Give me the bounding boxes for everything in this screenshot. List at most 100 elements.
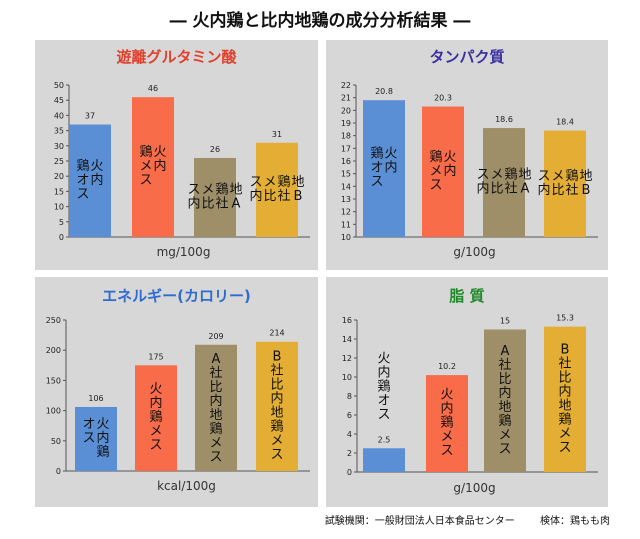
bar-2 [132, 97, 174, 237]
category-label-char: ス [537, 169, 550, 184]
category-label-char: 社 [504, 181, 517, 197]
bar-1 [363, 448, 405, 472]
y-tick-label: 13 [341, 195, 351, 204]
x-axis-label: g/100g [453, 245, 495, 259]
y-tick-label: 16 [342, 316, 352, 325]
chart-title: 脂 質 [449, 287, 485, 305]
category-label-char: 比 [263, 189, 276, 204]
category-label-char: 比 [490, 182, 503, 197]
category-label-char: A [212, 352, 221, 367]
category-label-char: 鶏 [139, 145, 152, 160]
category-label-char: 内 [498, 385, 511, 401]
bar-1 [363, 100, 405, 237]
bar-1 [69, 124, 111, 237]
category-label-char: A [232, 196, 241, 211]
category-label-char: ス [476, 168, 489, 183]
category-label-char: 内 [476, 181, 489, 197]
category-label-char: 社 [558, 355, 571, 371]
data-label: 18.6 [495, 115, 513, 124]
category-label-char: 鶏 [504, 168, 517, 183]
category-label-char: ス [76, 187, 89, 202]
category-label-char: B [582, 183, 591, 198]
category-label-char: ス [187, 182, 200, 197]
bar-3 [194, 157, 236, 237]
bar-3 [195, 344, 237, 471]
category-label-char: 鶏 [270, 419, 283, 434]
category-label-char: ス [149, 438, 162, 453]
y-tick-label: 200 [46, 346, 61, 355]
category-label-char: 内 [384, 160, 397, 176]
chart-svg: 050100150200250106火内鶏オス175火内鶏メス209A社比内地鶏… [46, 316, 310, 493]
data-label: 209 [208, 332, 223, 341]
data-label: 26 [210, 145, 220, 154]
category-label-char: 鶏 [149, 410, 162, 425]
category-label-char: 鶏 [429, 150, 442, 165]
y-tick-label: 40 [54, 111, 64, 120]
category-label-char: 火 [440, 388, 453, 403]
category-label-char: 比 [558, 370, 571, 385]
category-label-char: メ [263, 175, 276, 190]
category-label-char: ス [249, 175, 262, 190]
y-tick-label: 11 [341, 220, 351, 229]
y-tick-label: 17 [341, 144, 351, 153]
chart-svg: 0510152025303540455037火内鶏オス46火内鶏メス26地A鶏社… [54, 81, 310, 259]
category-label-char: A [521, 182, 530, 197]
bar-2 [135, 365, 177, 471]
category-label-char: B [294, 189, 303, 204]
y-tick-label: 150 [46, 376, 61, 385]
y-tick-label: 0 [347, 468, 352, 477]
y-tick-label: 16 [341, 157, 351, 166]
chart-svg: 02468101214162.5火内鶏オス10.2火内鶏メス15A社比内地鶏メス… [342, 314, 598, 495]
chart-panel-protein: タンパク質 10 11 12 13 14 15 16 17 18 19 20 21 22 20.8 火内鶏オ… [326, 40, 608, 270]
y-tick-label: 20 [341, 106, 351, 115]
category-label-char: ス [440, 444, 453, 459]
y-tick-label: 45 [54, 96, 64, 105]
data-label: 46 [148, 84, 158, 93]
y-tick-label: 12 [341, 208, 351, 217]
x-axis-label: kcal/100g [157, 479, 216, 493]
category-label-char: ス [370, 175, 383, 190]
category-label-char: 地 [558, 398, 571, 413]
category-label-char: メ [498, 428, 511, 443]
data-label: 15.3 [556, 314, 574, 323]
page-title: ― 火内鶏と比内地鶏の成分分析結果 ― [169, 11, 471, 31]
category-label-char: 比 [551, 183, 564, 198]
data-label: 10.2 [438, 362, 456, 371]
category-label-char: 火 [153, 145, 166, 160]
category-label-char: オ [82, 417, 95, 432]
y-tick-label: 22 [341, 81, 351, 90]
category-label-char: ス [558, 440, 571, 455]
category-label-char: 地 [579, 169, 592, 184]
y-tick-label: 15 [341, 170, 351, 179]
y-tick-label: 0 [59, 233, 64, 242]
category-label-char: 火 [96, 417, 109, 432]
y-tick-label: 20 [54, 172, 64, 181]
y-tick-label: 15 [54, 187, 64, 196]
category-label-char: 内 [443, 163, 456, 179]
y-tick-label: 8 [347, 392, 352, 401]
category-label-char: 地 [229, 182, 242, 197]
bar-4 [256, 341, 298, 471]
category-label-char: オ [377, 393, 390, 408]
data-label: 2.5 [378, 435, 391, 444]
footer-sample: 検体：鶏もも肉 [540, 516, 610, 527]
category-label-char: 鶏 [558, 412, 571, 427]
category-label-char: 社 [209, 365, 222, 381]
y-tick-label: 14 [341, 182, 351, 191]
y-tick-label: 4 [347, 430, 352, 439]
category-label-char: 鶏 [209, 422, 222, 437]
y-tick-label: 35 [54, 127, 64, 136]
category-label-char: 内 [90, 172, 103, 188]
category-label-char: 鶏 [215, 182, 228, 197]
